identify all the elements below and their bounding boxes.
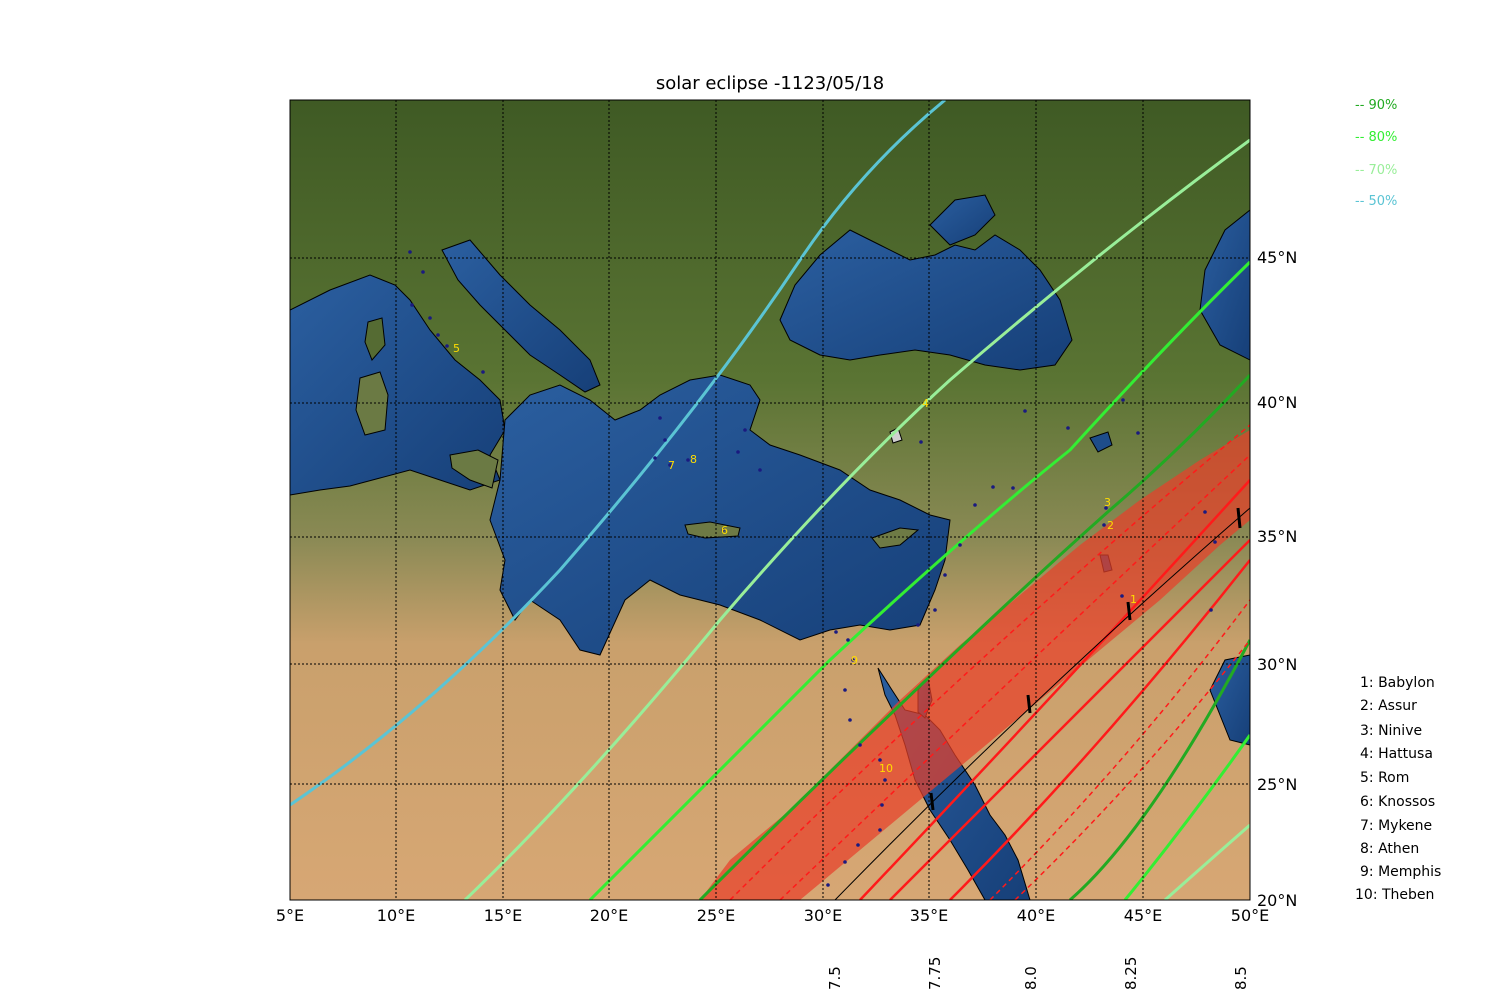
- time-marker-8-25: [1126, 601, 1132, 621]
- y-tick-35n: 35°N: [1257, 527, 1297, 546]
- time-marker-8-0: [1026, 694, 1032, 714]
- map-label-babylon: 1: [1130, 593, 1137, 606]
- y-tick-45n: 45°N: [1257, 248, 1297, 267]
- time-tick-8-5: 8.5: [1232, 966, 1250, 990]
- chart-title: solar eclipse -1123/05/18: [656, 73, 884, 94]
- map-panel: 1 2 3 4 5 6 7 8 9 10: [290, 100, 1250, 900]
- site-legend-athen: 8: Athen: [1360, 841, 1419, 857]
- x-tick-35e: 35°E: [910, 906, 948, 925]
- x-tick-10e: 10°E: [377, 906, 415, 925]
- totality-contour-1: [859, 479, 1250, 900]
- corsica: [364, 317, 386, 361]
- totality-contour-3: [949, 559, 1250, 900]
- totality-contours: [859, 479, 1250, 900]
- x-tick-20e: 20°E: [590, 906, 628, 925]
- magnitude-line-90-south: [1069, 639, 1250, 900]
- time-marker-8-5: [1236, 507, 1242, 529]
- x-tick-45e: 45°E: [1124, 906, 1162, 925]
- graticule: [290, 100, 1250, 900]
- legend-80: -- 80%: [1355, 130, 1397, 145]
- crete: [684, 521, 741, 539]
- site-legend-hattusa: 4: Hattusa: [1360, 746, 1433, 762]
- legend-90: -- 90%: [1355, 98, 1397, 113]
- x-tick-5e: 5°E: [276, 906, 304, 925]
- magnitude-line-80-south: [1123, 734, 1250, 900]
- map-label-assur: 2: [1107, 519, 1114, 532]
- magnitude-lines: [290, 100, 1250, 900]
- magnitude-line-90-north: [698, 373, 1250, 900]
- totality-contour-2: [889, 539, 1250, 900]
- map-label-mykene: 7: [668, 459, 675, 472]
- x-tick-50e: 50°E: [1231, 906, 1269, 925]
- y-tick-25n: 25°N: [1257, 775, 1297, 794]
- totality-dashed-contour-1: [729, 424, 1250, 900]
- time-tick-8-0: 8.0: [1022, 966, 1040, 990]
- map-label-knossos: 6: [721, 524, 728, 537]
- magnitude-line-50: [290, 100, 946, 807]
- x-axis-labels: 5°E 10°E 15°E 20°E 25°E 30°E 35°E 40°E 4…: [276, 906, 1269, 925]
- site-dots: [408, 250, 1217, 887]
- site-legend-ninive: 3: Ninive: [1360, 723, 1422, 739]
- totality-dashed-contour-4: [1014, 639, 1250, 900]
- y-axis-labels: 45°N 40°N 35°N 30°N 25°N 20°N: [1257, 248, 1297, 910]
- legend-50: -- 50%: [1355, 194, 1397, 209]
- y-tick-40n: 40°N: [1257, 393, 1297, 412]
- site-legend-knossos: 6: Knossos: [1360, 794, 1435, 810]
- western-mediterranean-sea: [290, 274, 506, 496]
- map-label-rom: 5: [453, 342, 460, 355]
- lake-van: [1089, 431, 1113, 453]
- black-sea: [779, 229, 1073, 371]
- magnitude-line-70-north: [463, 138, 1250, 900]
- map-label-memphis: 9: [851, 654, 858, 667]
- persian-gulf: [1209, 654, 1250, 746]
- map-frame: [289, 99, 1251, 901]
- x-tick-15e: 15°E: [484, 906, 522, 925]
- totality-band: [700, 430, 1250, 900]
- y-tick-30n: 30°N: [1257, 655, 1297, 674]
- time-marker-7-75: [929, 792, 935, 811]
- totality-dashed-contour-3: [989, 599, 1250, 900]
- map-label-athen: 8: [690, 453, 697, 466]
- x-tick-30e: 30°E: [804, 906, 842, 925]
- time-tick-7-5: 7.5: [826, 966, 844, 990]
- site-legend-babylon: 1: Babylon: [1360, 675, 1435, 691]
- sea-of-azov: [929, 194, 996, 246]
- adriatic-sea: [441, 239, 601, 393]
- site-legend-rom: 5: Rom: [1360, 770, 1409, 786]
- site-number-labels: 1 2 3 4 5 6 7 8 9 10: [453, 342, 1137, 775]
- time-tick-8-25: 8.25: [1122, 957, 1140, 990]
- magnitude-line-70-south: [1164, 823, 1250, 900]
- magnitude-line-80-north: [588, 260, 1250, 900]
- map-label-ninive: 3: [1104, 496, 1111, 509]
- time-axis-labels: 7.5 7.75 8.0 8.25 8.5: [826, 957, 1250, 990]
- site-legend-mykene: 7: Mykene: [1360, 818, 1432, 834]
- site-legend-theben: 10: Theben: [1355, 887, 1434, 903]
- y-tick-20n: 20°N: [1257, 891, 1297, 910]
- totality-dashed-contours: [729, 424, 1250, 900]
- time-markers: [929, 507, 1242, 811]
- site-legend-assur: 2: Assur: [1360, 698, 1417, 714]
- x-tick-40e: 40°E: [1017, 906, 1055, 925]
- cyprus: [871, 527, 920, 549]
- site-legend: 1: Babylon 2: Assur 3: Ninive 4: Hattusa…: [1355, 675, 1441, 903]
- totality-dashed-contour-2: [779, 454, 1250, 900]
- site-legend-memphis: 9: Memphis: [1360, 864, 1441, 880]
- magnitude-legend: -- 90% -- 80% -- 70% -- 50%: [1355, 98, 1397, 209]
- x-tick-25e: 25°E: [697, 906, 735, 925]
- time-tick-7-75: 7.75: [926, 957, 944, 990]
- legend-70: -- 70%: [1355, 163, 1397, 178]
- eastern-mediterranean-sea: [489, 374, 951, 656]
- map-label-theben: 10: [879, 762, 893, 775]
- sicily: [449, 449, 499, 489]
- central-line: [834, 507, 1250, 900]
- map-label-hattusa: 4: [922, 397, 929, 410]
